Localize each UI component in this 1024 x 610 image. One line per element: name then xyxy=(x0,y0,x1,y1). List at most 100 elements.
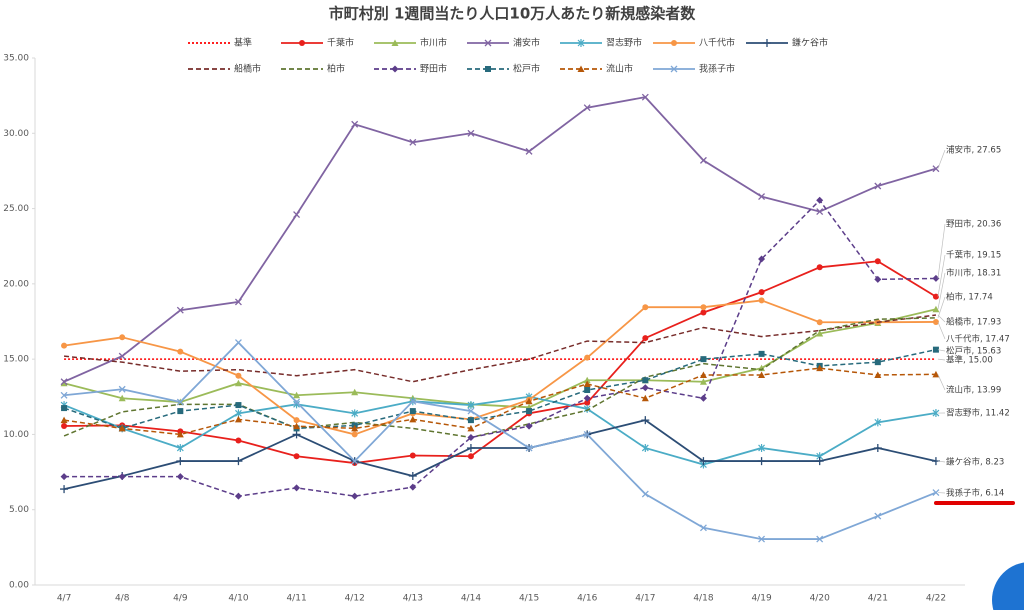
point xyxy=(873,443,882,452)
end-label: 市川市, 18.31 xyxy=(946,268,1001,279)
point xyxy=(583,404,591,413)
end-label: 我孫子市, 6.14 xyxy=(946,488,1004,499)
legend-label: 市川市 xyxy=(420,37,447,49)
series: 基準, 15.00 基準 xyxy=(64,37,993,366)
point xyxy=(932,165,940,173)
point xyxy=(874,418,882,427)
point xyxy=(235,372,242,379)
point xyxy=(932,318,939,325)
end-label: 浦安市, 27.65 xyxy=(946,145,1001,156)
point xyxy=(874,182,882,190)
series: 浦安市, 27.65 浦安市 xyxy=(60,37,1001,386)
point xyxy=(525,397,533,405)
point xyxy=(177,348,184,355)
point xyxy=(816,535,824,543)
legend-label: 八千代市 xyxy=(699,37,735,49)
end-label: 船橋市, 17.93 xyxy=(946,317,1001,328)
x-tick-label: 4/15 xyxy=(519,594,539,604)
y-tick-label: 25.00 xyxy=(3,204,29,214)
x-tick-label: 4/14 xyxy=(461,594,481,604)
corner-badge xyxy=(992,562,1024,610)
point xyxy=(409,408,416,415)
leader-line xyxy=(937,374,946,391)
point xyxy=(484,39,492,47)
legend-label: 鎌ケ谷市 xyxy=(792,37,828,49)
point xyxy=(577,65,585,72)
point xyxy=(408,471,417,480)
point xyxy=(118,473,126,481)
leader-line xyxy=(937,321,946,340)
x-tick-label: 4/22 xyxy=(926,594,946,604)
point xyxy=(176,457,185,466)
series: 野田市, 20.36 野田市 xyxy=(60,63,1001,500)
point xyxy=(699,156,707,164)
point xyxy=(874,512,882,520)
point xyxy=(292,430,301,439)
point xyxy=(234,379,242,387)
end-label: 習志野市, 11.42 xyxy=(946,408,1010,419)
y-tick-label: 5.00 xyxy=(9,505,29,515)
point xyxy=(61,422,68,429)
point xyxy=(60,378,68,386)
point xyxy=(118,394,126,402)
point xyxy=(60,485,69,494)
point xyxy=(293,417,300,424)
point xyxy=(351,120,359,128)
x-tick-label: 4/18 xyxy=(693,594,713,604)
series-line xyxy=(63,367,936,436)
series-line xyxy=(64,199,936,497)
series-line xyxy=(63,96,937,383)
point xyxy=(641,490,649,498)
y-tick-label: 15.00 xyxy=(3,355,29,365)
point xyxy=(176,473,184,481)
x-tick-label: 4/8 xyxy=(115,594,130,604)
end-label: 基準, 15.00 xyxy=(946,355,993,366)
point xyxy=(641,93,649,101)
y-tick-label: 35.00 xyxy=(3,54,29,64)
point xyxy=(758,193,766,200)
point xyxy=(485,66,491,72)
y-tick-label: 10.00 xyxy=(3,430,29,440)
leader-line xyxy=(937,460,946,463)
series-line xyxy=(63,317,936,439)
point xyxy=(583,104,591,112)
point xyxy=(234,415,242,423)
series-line xyxy=(63,395,937,466)
legend-label: 習志野市 xyxy=(606,37,642,49)
series-line xyxy=(64,260,937,464)
end-label: 流山市, 13.99 xyxy=(946,385,1001,396)
point xyxy=(467,401,475,410)
point xyxy=(699,524,707,532)
point xyxy=(119,334,126,341)
series: 流山市, 13.99 流山市 xyxy=(60,63,1001,438)
x-tick-label: 4/10 xyxy=(228,594,248,604)
end-label: 千葉市, 19.15 xyxy=(946,250,1001,261)
point xyxy=(763,39,771,47)
point xyxy=(467,453,474,460)
point xyxy=(467,433,475,441)
point xyxy=(391,65,399,73)
point xyxy=(351,492,359,500)
point xyxy=(409,138,417,146)
point xyxy=(641,416,650,425)
point xyxy=(641,443,649,452)
point xyxy=(583,380,591,387)
end-label: 柏市, 17.74 xyxy=(946,292,993,303)
point xyxy=(670,65,678,73)
point xyxy=(351,431,358,438)
point xyxy=(351,424,359,432)
point xyxy=(525,422,533,430)
point xyxy=(816,264,823,271)
x-tick-label: 4/16 xyxy=(577,594,597,604)
point xyxy=(60,391,68,399)
point xyxy=(409,483,417,491)
point xyxy=(293,391,301,399)
point xyxy=(61,405,68,412)
point xyxy=(60,379,68,387)
point xyxy=(758,371,766,378)
y-tick-label: 20.00 xyxy=(3,279,29,289)
series: 我孫子市, 6.14 我孫子市 xyxy=(60,63,1004,543)
point xyxy=(293,453,300,460)
point xyxy=(299,40,305,46)
end-label: 野田市, 20.36 xyxy=(946,219,1001,230)
